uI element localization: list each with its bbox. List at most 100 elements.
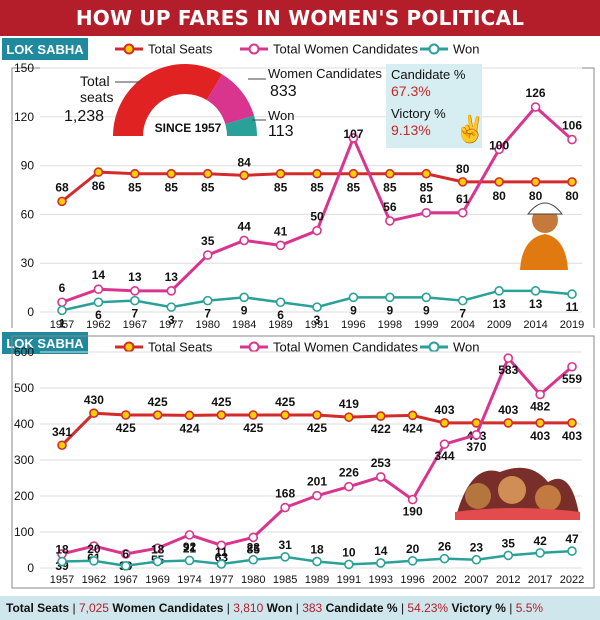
x-tick-label-5: 1984: [232, 319, 256, 328]
series-0-label-2: 85: [128, 181, 142, 195]
series-0-point-13: [530, 177, 541, 187]
x-tick-label-11: 1996: [400, 574, 424, 586]
women-group-illustration: [455, 467, 580, 520]
series-1-point-4: [202, 250, 213, 260]
legend-marker-0: [123, 341, 135, 353]
donut-won-label: Won: [268, 108, 295, 123]
donut-women-arc: [206, 74, 255, 125]
series-0-point-4: [202, 168, 213, 179]
series-0-point-6: [248, 410, 259, 420]
x-tick-label-5: 1977: [209, 574, 233, 586]
legend-marker-0: [123, 43, 135, 55]
series-0-point-9: [385, 168, 395, 179]
series-2-point-10: [421, 292, 432, 303]
series-2-point-3: [166, 302, 177, 312]
y-tick-label-1: 100: [14, 525, 34, 539]
section-tag-bg: [2, 38, 88, 60]
series-1-point-8: [312, 490, 322, 501]
x-tick-label-8: 1996: [341, 319, 365, 328]
series-0-label-10: 85: [420, 181, 434, 195]
series-0-point-6: [275, 168, 286, 179]
series-2-point-16: [567, 546, 577, 556]
legend-marker-1: [248, 341, 260, 353]
series-0-point-14: [567, 177, 577, 187]
stats-box: [386, 64, 482, 148]
legend-marker-1: [248, 43, 260, 55]
donut-seats-value: 1,238: [64, 108, 104, 125]
woman-body: [520, 234, 568, 270]
series-2-point-14: [503, 550, 514, 561]
series-1-label-2: 13: [128, 270, 142, 284]
series-2-point-15: [535, 548, 545, 558]
series-2-label-2: 6: [122, 547, 129, 561]
donut-seats-arc: [113, 63, 223, 136]
series-2-label-1: 6: [95, 308, 102, 322]
y-tick-label-3: 300: [14, 453, 34, 467]
series-0-label-8: 85: [347, 181, 361, 195]
series-0-point-14: [503, 418, 514, 428]
series-2-label-2: 7: [132, 307, 139, 321]
y-tick-label-4: 120: [14, 110, 34, 124]
x-tick-label-8: 1989: [305, 574, 329, 586]
series-1-point-11: [457, 207, 468, 218]
chart-1-svg: LOK SABHA Total Seats Total Women Candidat…: [2, 38, 595, 333]
x-tick-label-2: 1967: [114, 574, 138, 586]
series-1-label-10: 61: [420, 192, 434, 206]
series-2-label-16: 47: [565, 532, 579, 546]
footer-value-women: 3,810: [233, 601, 264, 615]
series-2-label-13: 23: [470, 541, 484, 555]
women-face-1: [465, 483, 491, 509]
footer-value-victory-pct: 5.5%: [515, 601, 544, 615]
footer-value-seats: 7,025: [78, 601, 109, 615]
series-1-point-3: [152, 543, 163, 553]
x-tick-label-6: 1980: [241, 574, 265, 586]
stat-victory-label: Victory %: [391, 106, 446, 121]
series-0-label-4: 424: [179, 421, 199, 435]
series-2-point-3: [152, 556, 163, 567]
series-2-label-7: 3: [314, 313, 321, 327]
series-0-label-0: 68: [55, 180, 69, 194]
y-tick-label-2: 200: [14, 489, 34, 503]
series-1-point-12: [439, 439, 450, 449]
x-tick-label-12: 2002: [432, 574, 456, 586]
footer-value-candidate-pct: 54.23%: [407, 601, 449, 615]
women-group-clothes: [455, 508, 580, 520]
series-1-point-10: [375, 472, 386, 482]
series-1-label-1: 14: [92, 268, 106, 282]
series-0-point-0: [57, 196, 67, 207]
series-1-point-1: [93, 284, 104, 295]
series-2-label-14: 11: [566, 300, 579, 314]
x-tick-label-14: 2012: [496, 574, 520, 586]
series-1-point-14: [503, 353, 514, 363]
series-0-label-14: 80: [565, 189, 579, 203]
footer-value-won: 383: [302, 601, 323, 615]
series-0-label-3: 85: [165, 181, 179, 195]
x-tick-label-12: 2009: [487, 319, 511, 328]
section-tag-label: LOK SABHA: [6, 42, 84, 57]
series-1-label-3: 13: [165, 270, 179, 284]
series-2-label-10: 14: [374, 544, 388, 558]
victory-hand-icon: ✌: [454, 113, 486, 145]
series-2-label-12: 26: [438, 540, 452, 554]
series-0-point-2: [120, 410, 131, 420]
legend-marker-2: [428, 43, 440, 55]
legend-label-2: Won: [453, 340, 480, 355]
series-2-point-6: [248, 554, 259, 565]
series-1-label-0: 6: [59, 281, 66, 295]
x-tick-label-10: 1999: [414, 319, 438, 328]
series-2-label-8: 9: [350, 303, 357, 317]
series-1-point-11: [407, 494, 418, 505]
series-1-point-5: [216, 540, 227, 551]
series-2-point-9: [344, 559, 354, 570]
y-tick-label-0: 0: [27, 561, 34, 575]
series-1-point-7: [312, 225, 322, 236]
series-0-label-16: 403: [562, 429, 582, 443]
series-2-label-9: 9: [387, 303, 394, 317]
x-tick-label-14: 2019: [560, 319, 584, 328]
y-tick-label-6: 600: [14, 345, 34, 359]
y-tick-label-1: 30: [21, 256, 35, 270]
series-2-point-13: [471, 554, 482, 565]
y-tick-label-0: 0: [27, 305, 34, 319]
series-1-point-6: [248, 532, 259, 543]
footer-label-won: Won: [266, 601, 293, 615]
